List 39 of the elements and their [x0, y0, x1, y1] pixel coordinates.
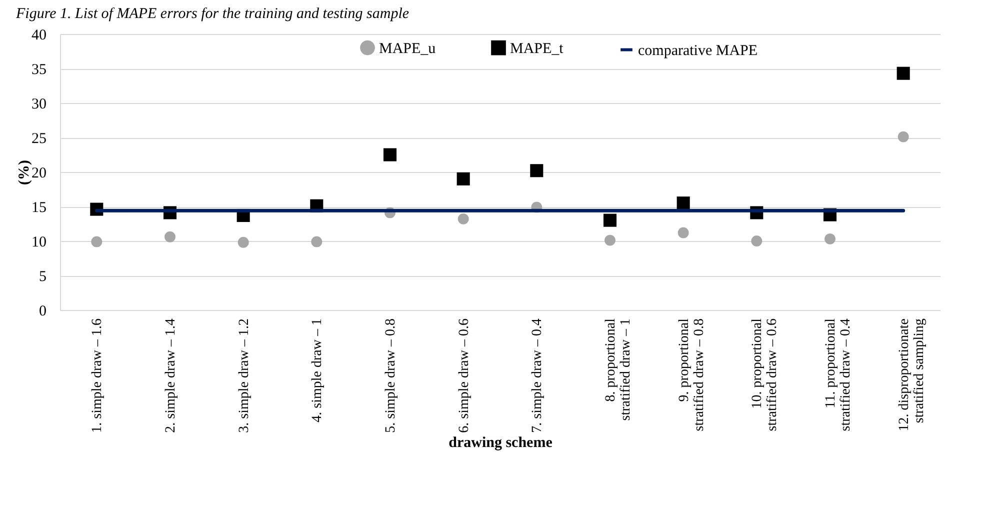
- point: [824, 233, 836, 244]
- y-tick-label: 25: [32, 131, 46, 147]
- point: [678, 227, 689, 238]
- point: [383, 148, 397, 162]
- legend-label: comparative MAPE: [638, 42, 758, 59]
- point: [91, 236, 102, 248]
- y-tick-label: 15: [32, 200, 46, 216]
- x-axis-title: drawing scheme: [448, 434, 553, 451]
- point: [751, 236, 762, 246]
- y-tick-label: 40: [32, 28, 46, 44]
- point: [530, 164, 544, 178]
- x-tick-label: 2. simple draw – 1.4: [164, 318, 178, 433]
- y-axis-title: (%): [16, 160, 32, 185]
- y-tick-label: 10: [32, 234, 46, 250]
- legend-label: MAPE_t: [510, 40, 564, 57]
- point: [898, 131, 909, 142]
- chart-title: Figure 1. List of MAPE errors for the training and testing sample: [15, 6, 410, 22]
- x-tick-label: 4. simple draw – 1: [310, 318, 326, 422]
- x-tick-label: 8. proportional stratified draw – 1: [604, 318, 634, 421]
- y-tick-label: 30: [32, 96, 46, 112]
- point: [603, 214, 617, 227]
- point: [164, 231, 176, 242]
- x-tick-label: 6. simple draw – 0.6: [456, 318, 472, 433]
- y-tick-label: 5: [39, 269, 46, 285]
- x-tick-label: 1. simple draw – 1.6: [90, 318, 106, 433]
- y-tick-label: 20: [32, 166, 46, 182]
- point: [676, 196, 690, 210]
- y-tick-label: 0: [39, 304, 46, 320]
- point: [456, 172, 470, 186]
- x-tick-label: 7. simple draw – 0.4: [530, 318, 546, 433]
- x-tick-label: 3. simple draw – 1.2: [236, 318, 252, 433]
- point: [238, 236, 249, 248]
- point: [458, 213, 469, 224]
- point: [896, 66, 910, 80]
- point: [311, 236, 322, 248]
- y-tick-label: 35: [32, 62, 46, 78]
- legend-label: MAPE_u: [379, 40, 436, 57]
- point: [604, 234, 616, 246]
- x-tick-label: 5. simple draw – 0.8: [384, 318, 398, 433]
